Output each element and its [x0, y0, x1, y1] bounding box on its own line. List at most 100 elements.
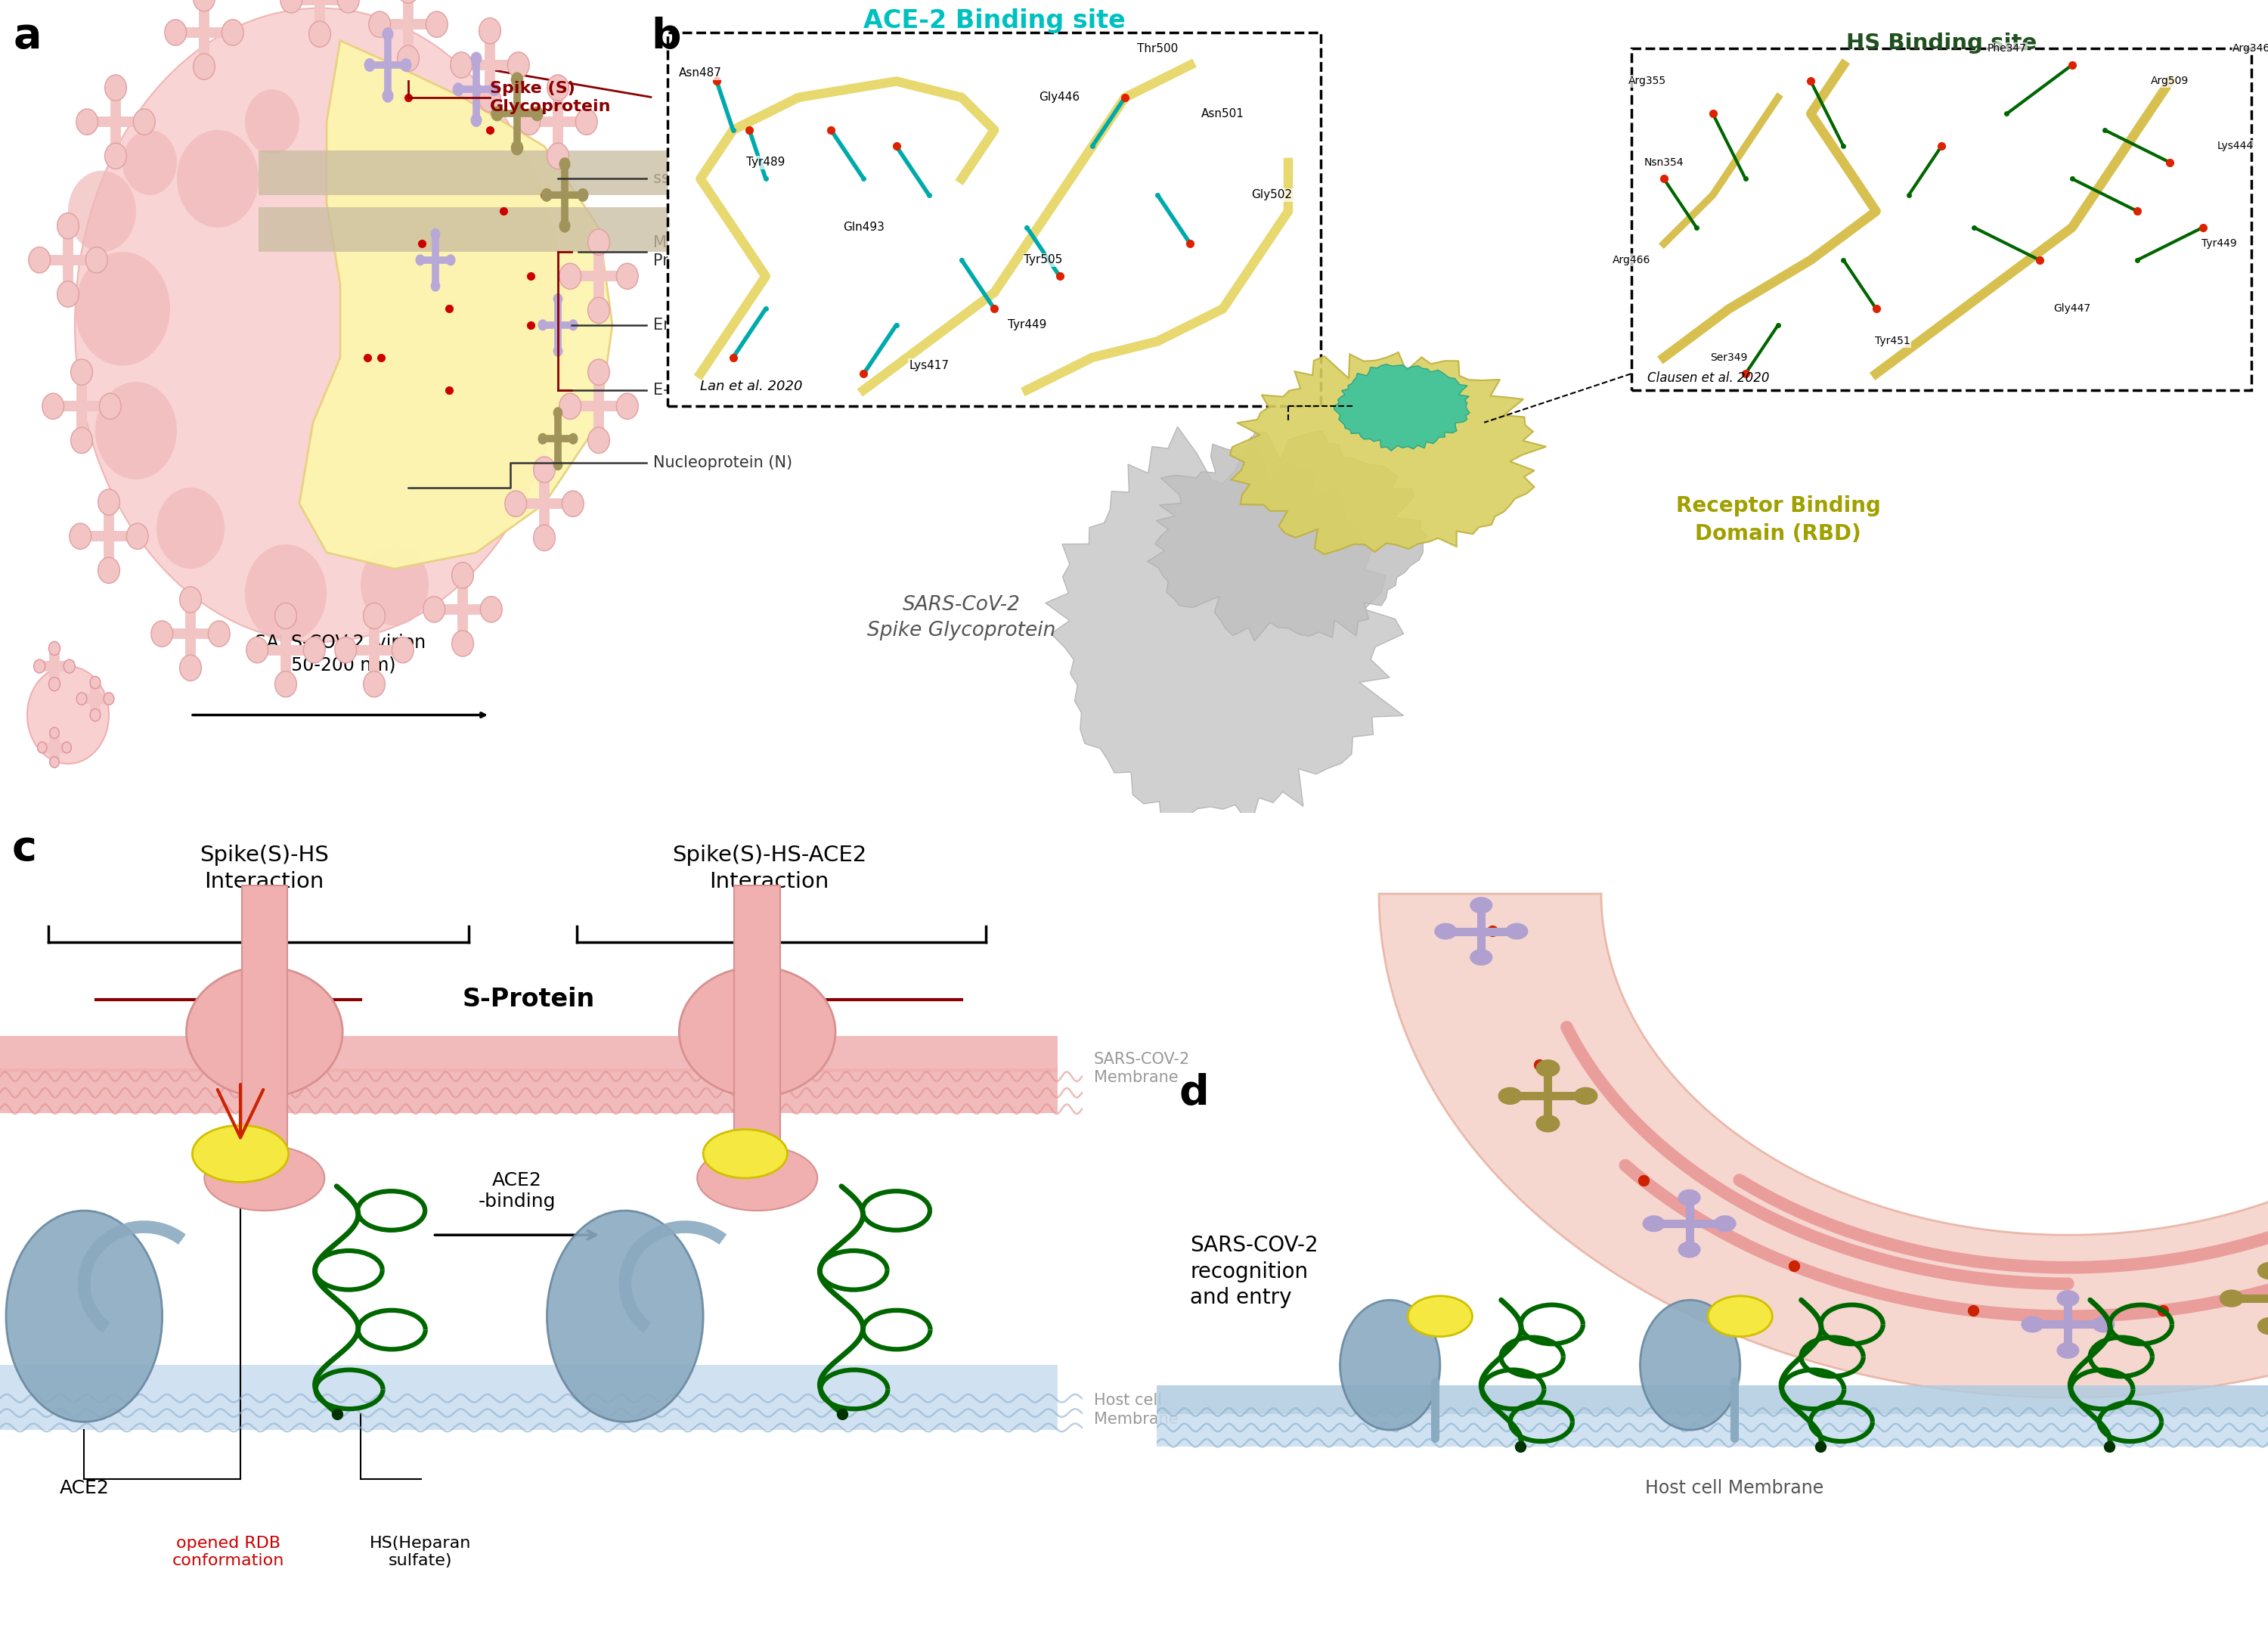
Bar	[0, 1069, 1057, 1113]
Ellipse shape	[703, 1129, 787, 1178]
Circle shape	[479, 86, 501, 112]
Circle shape	[281, 0, 302, 13]
Circle shape	[569, 318, 578, 332]
Circle shape	[2021, 1316, 2043, 1332]
Text: Tyr451: Tyr451	[1876, 336, 1910, 346]
Circle shape	[447, 253, 456, 266]
Polygon shape	[1148, 431, 1427, 640]
Circle shape	[177, 130, 259, 228]
Circle shape	[547, 75, 569, 101]
Circle shape	[104, 75, 127, 101]
Bar	[1631, 49, 2252, 390]
Circle shape	[558, 219, 572, 232]
Text: a: a	[14, 16, 41, 57]
Circle shape	[193, 54, 215, 80]
Bar	[0, 1365, 1057, 1398]
Text: Lys444: Lys444	[2218, 141, 2254, 151]
Text: Gly447: Gly447	[2053, 304, 2091, 314]
Circle shape	[547, 143, 569, 169]
Text: Clausen et al. 2020: Clausen et al. 2020	[1647, 371, 1769, 385]
Text: Tyr505: Tyr505	[1023, 255, 1064, 265]
Text: Nucleoprotein (N): Nucleoprotein (N)	[653, 455, 792, 471]
Text: Lys417: Lys417	[909, 361, 948, 371]
Text: HS(Heparan
sulfate): HS(Heparan sulfate)	[370, 1536, 472, 1568]
Circle shape	[397, 46, 420, 72]
Circle shape	[98, 557, 120, 583]
Ellipse shape	[678, 967, 835, 1097]
Circle shape	[587, 427, 610, 453]
Circle shape	[61, 743, 70, 752]
Bar	[735, 886, 780, 1146]
Text: ACE2
-binding: ACE2 -binding	[479, 1172, 556, 1211]
Text: SARS-COV-2
recognition
and entry: SARS-COV-2 recognition and entry	[1191, 1235, 1318, 1308]
Polygon shape	[1379, 722, 2268, 1398]
Ellipse shape	[1408, 1297, 1472, 1336]
Circle shape	[538, 318, 547, 332]
Circle shape	[587, 229, 610, 255]
Text: Arg346: Arg346	[2232, 44, 2268, 54]
Circle shape	[193, 0, 215, 11]
Circle shape	[86, 247, 107, 273]
Circle shape	[338, 0, 358, 13]
Circle shape	[553, 458, 562, 471]
Ellipse shape	[1640, 1300, 1740, 1430]
Circle shape	[558, 158, 572, 171]
Circle shape	[363, 671, 386, 697]
Text: HS Binding site: HS Binding site	[1846, 33, 2037, 54]
Circle shape	[70, 523, 91, 549]
Text: Arg466: Arg466	[1613, 255, 1651, 265]
Circle shape	[365, 58, 376, 71]
Circle shape	[39, 743, 48, 752]
Text: Arg509: Arg509	[2150, 76, 2189, 86]
Text: ACE-2 Binding site: ACE-2 Binding site	[864, 8, 1125, 33]
Text: S-Protein: S-Protein	[463, 986, 594, 1012]
Ellipse shape	[547, 1211, 703, 1422]
Circle shape	[308, 21, 331, 47]
Bar	[259, 151, 680, 195]
Circle shape	[538, 432, 547, 445]
Circle shape	[1678, 1242, 1701, 1258]
Text: Spike(S)-HS-ACE2
Interaction: Spike(S)-HS-ACE2 Interaction	[671, 845, 866, 892]
Text: Arg355: Arg355	[1628, 76, 1667, 86]
Text: b: b	[651, 16, 680, 57]
Circle shape	[1574, 1087, 1597, 1105]
Circle shape	[1470, 949, 1492, 965]
Bar	[1157, 1384, 2268, 1414]
Circle shape	[431, 280, 440, 292]
Circle shape	[587, 359, 610, 385]
Circle shape	[2091, 1316, 2114, 1332]
Circle shape	[533, 525, 556, 551]
Text: SARS-CoV-2
Spike Glycoprotein: SARS-CoV-2 Spike Glycoprotein	[866, 595, 1057, 640]
Circle shape	[50, 757, 59, 767]
Circle shape	[451, 52, 472, 78]
Circle shape	[370, 11, 390, 37]
Circle shape	[1535, 1060, 1560, 1077]
Circle shape	[43, 393, 64, 419]
Circle shape	[431, 228, 440, 240]
Circle shape	[91, 676, 100, 689]
Text: Tyr489: Tyr489	[746, 158, 785, 167]
Circle shape	[469, 114, 483, 127]
Bar	[0, 1398, 1057, 1430]
Text: Receptor Binding
Domain (RBD): Receptor Binding Domain (RBD)	[1676, 496, 1880, 544]
Circle shape	[156, 487, 225, 569]
Circle shape	[479, 18, 501, 44]
Circle shape	[77, 692, 86, 705]
Circle shape	[1642, 1216, 1665, 1232]
Circle shape	[1715, 1216, 1737, 1232]
Text: Asn487: Asn487	[678, 68, 721, 78]
Polygon shape	[299, 41, 612, 569]
Circle shape	[617, 263, 637, 289]
Circle shape	[553, 344, 562, 358]
Circle shape	[576, 109, 596, 135]
Text: c: c	[11, 829, 36, 869]
Circle shape	[2220, 1290, 2243, 1306]
Bar	[0, 1037, 1057, 1073]
Ellipse shape	[186, 967, 342, 1097]
Circle shape	[247, 637, 268, 663]
Circle shape	[48, 642, 61, 655]
Circle shape	[166, 20, 186, 46]
Circle shape	[77, 109, 98, 135]
Circle shape	[451, 630, 474, 656]
Circle shape	[2257, 1263, 2268, 1279]
